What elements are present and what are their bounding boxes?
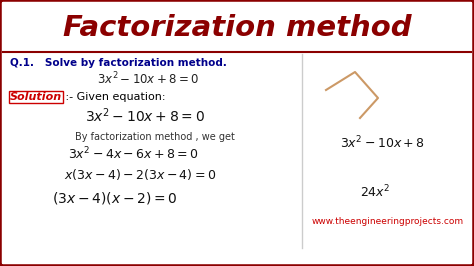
Text: :- Given equation:: :- Given equation: [62, 92, 165, 102]
Text: $3x^2 - 10x + 8 = 0$: $3x^2 - 10x + 8 = 0$ [85, 107, 205, 125]
Text: Solution: Solution [10, 92, 62, 102]
Text: www.theengineeringprojects.com: www.theengineeringprojects.com [312, 218, 464, 227]
FancyBboxPatch shape [3, 3, 471, 51]
Text: $x(3x - 4) - 2(3x - 4) = 0$: $x(3x - 4) - 2(3x - 4) = 0$ [64, 167, 216, 181]
Text: $24x^2$: $24x^2$ [360, 184, 390, 200]
Text: $(3x-4)(x-2) = 0$: $(3x-4)(x-2) = 0$ [52, 190, 178, 206]
Text: $3x^2 -10x+8$: $3x^2 -10x+8$ [339, 135, 425, 151]
Text: Q.1.   Solve by factorization method.: Q.1. Solve by factorization method. [10, 58, 227, 68]
Text: $3x^2 -4x-6x+8=0$: $3x^2 -4x-6x+8=0$ [67, 146, 199, 162]
Text: By factorization method , we get: By factorization method , we get [75, 132, 235, 142]
Text: $3x^2 -10x+8=0$: $3x^2 -10x+8=0$ [97, 71, 199, 87]
Text: Factorization method: Factorization method [63, 14, 411, 42]
